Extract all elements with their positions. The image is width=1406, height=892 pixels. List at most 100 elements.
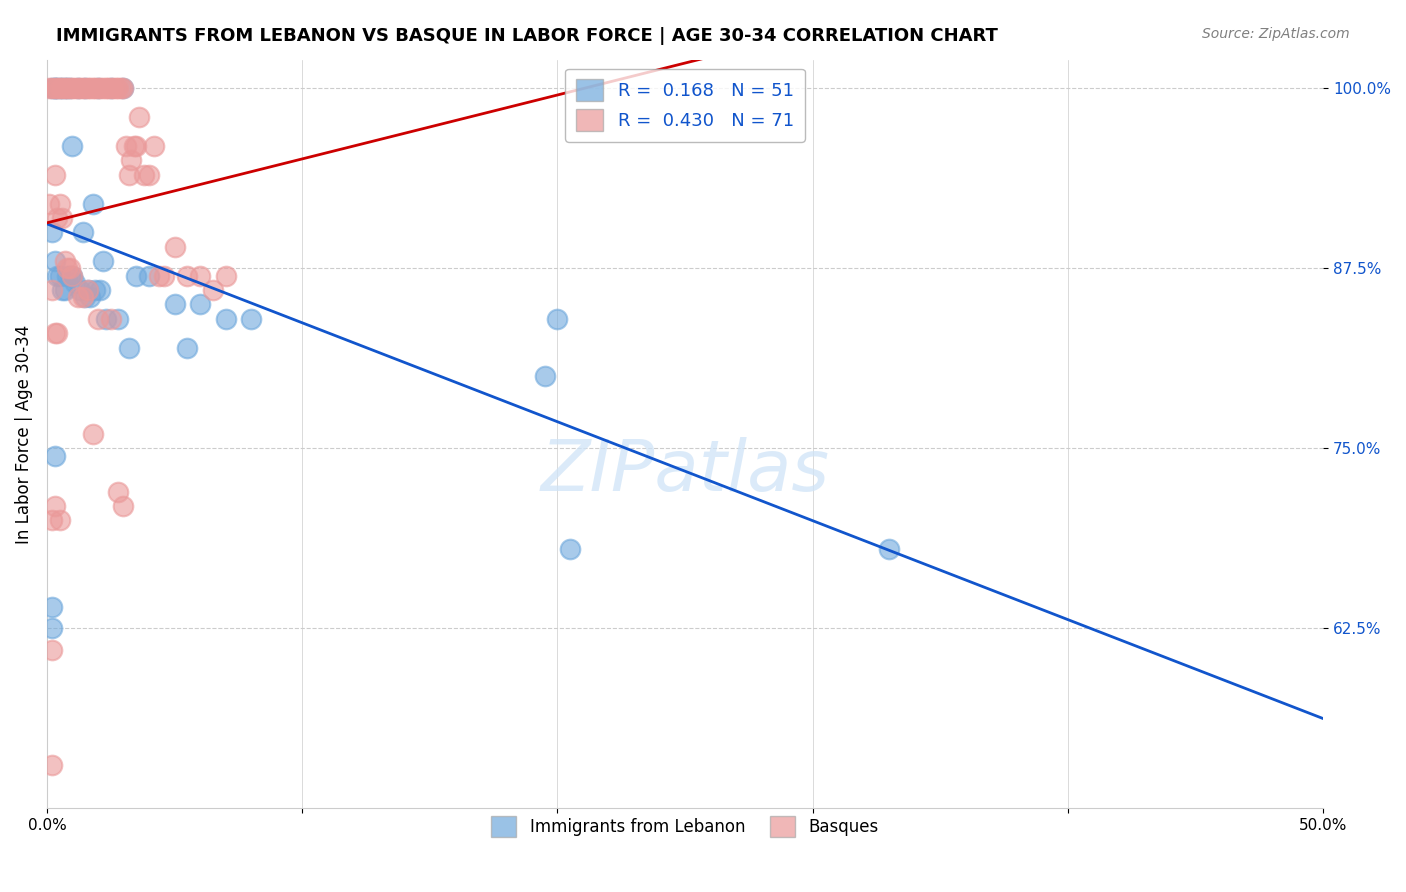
- Point: [112, 81, 135, 95]
- Point: [48, 196, 70, 211]
- Point: [87, 311, 110, 326]
- Point: [48, 81, 70, 95]
- Point: [38, 81, 60, 95]
- Point: [120, 153, 142, 168]
- Point: [125, 139, 148, 153]
- Point: [44, 81, 66, 95]
- Point: [44, 81, 66, 95]
- Point: [879, 542, 901, 557]
- Point: [82, 196, 104, 211]
- Point: [62, 81, 84, 95]
- Point: [100, 81, 122, 95]
- Point: [104, 81, 127, 95]
- Point: [533, 369, 555, 384]
- Point: [240, 311, 263, 326]
- Text: IMMIGRANTS FROM LEBANON VS BASQUE IN LABOR FORCE | AGE 30-34 CORRELATION CHART: IMMIGRANTS FROM LEBANON VS BASQUE IN LAB…: [56, 27, 998, 45]
- Point: [56, 261, 79, 276]
- Point: [97, 81, 120, 95]
- Point: [560, 542, 582, 557]
- Point: [62, 268, 84, 283]
- Point: [41, 599, 63, 614]
- Point: [214, 268, 236, 283]
- Point: [79, 81, 101, 95]
- Point: [143, 139, 166, 153]
- Point: [41, 226, 63, 240]
- Point: [62, 139, 84, 153]
- Point: [107, 311, 129, 326]
- Point: [44, 449, 66, 463]
- Point: [94, 311, 117, 326]
- Point: [125, 268, 148, 283]
- Legend: Immigrants from Lebanon, Basques: Immigrants from Lebanon, Basques: [484, 808, 887, 845]
- Point: [89, 283, 111, 297]
- Point: [66, 81, 89, 95]
- Point: [188, 268, 211, 283]
- Point: [91, 254, 114, 268]
- Point: [66, 290, 89, 304]
- Point: [153, 268, 176, 283]
- Point: [82, 81, 104, 95]
- Point: [91, 81, 114, 95]
- Point: [48, 513, 70, 527]
- Point: [56, 81, 79, 95]
- Point: [53, 254, 76, 268]
- Point: [44, 326, 66, 341]
- Point: [117, 341, 139, 355]
- Point: [132, 168, 155, 182]
- Point: [128, 110, 150, 124]
- Point: [41, 622, 63, 636]
- Point: [51, 211, 73, 225]
- Point: [110, 81, 132, 95]
- Point: [94, 81, 117, 95]
- Point: [163, 297, 186, 311]
- Point: [87, 81, 110, 95]
- Point: [138, 268, 160, 283]
- Point: [44, 81, 66, 95]
- Point: [48, 81, 70, 95]
- Point: [89, 81, 111, 95]
- Point: [72, 226, 94, 240]
- Point: [59, 81, 82, 95]
- Point: [176, 268, 198, 283]
- Text: ZIPatlas: ZIPatlas: [540, 437, 830, 506]
- Point: [44, 254, 66, 268]
- Point: [69, 81, 91, 95]
- Point: [69, 283, 91, 297]
- Point: [63, 81, 86, 95]
- Point: [41, 81, 63, 95]
- Point: [63, 276, 86, 290]
- Point: [188, 297, 211, 311]
- Point: [546, 311, 568, 326]
- Point: [82, 427, 104, 442]
- Point: [84, 283, 107, 297]
- Point: [117, 168, 139, 182]
- Text: Source: ZipAtlas.com: Source: ZipAtlas.com: [1202, 27, 1350, 41]
- Point: [214, 311, 236, 326]
- Point: [100, 311, 122, 326]
- Point: [56, 268, 79, 283]
- Point: [51, 81, 73, 95]
- Point: [201, 283, 224, 297]
- Point: [46, 211, 69, 225]
- Point: [41, 513, 63, 527]
- Point: [148, 268, 170, 283]
- Point: [115, 139, 138, 153]
- Point: [59, 81, 82, 95]
- Point: [75, 290, 97, 304]
- Point: [76, 81, 98, 95]
- Point: [46, 268, 69, 283]
- Point: [87, 81, 110, 95]
- Point: [53, 283, 76, 297]
- Point: [122, 139, 145, 153]
- Point: [79, 290, 101, 304]
- Point: [46, 326, 69, 341]
- Point: [44, 168, 66, 182]
- Point: [46, 81, 69, 95]
- Point: [138, 168, 160, 182]
- Point: [176, 341, 198, 355]
- Point: [76, 283, 98, 297]
- Point: [72, 81, 94, 95]
- Point: [75, 81, 97, 95]
- Point: [84, 81, 107, 95]
- Point: [51, 283, 73, 297]
